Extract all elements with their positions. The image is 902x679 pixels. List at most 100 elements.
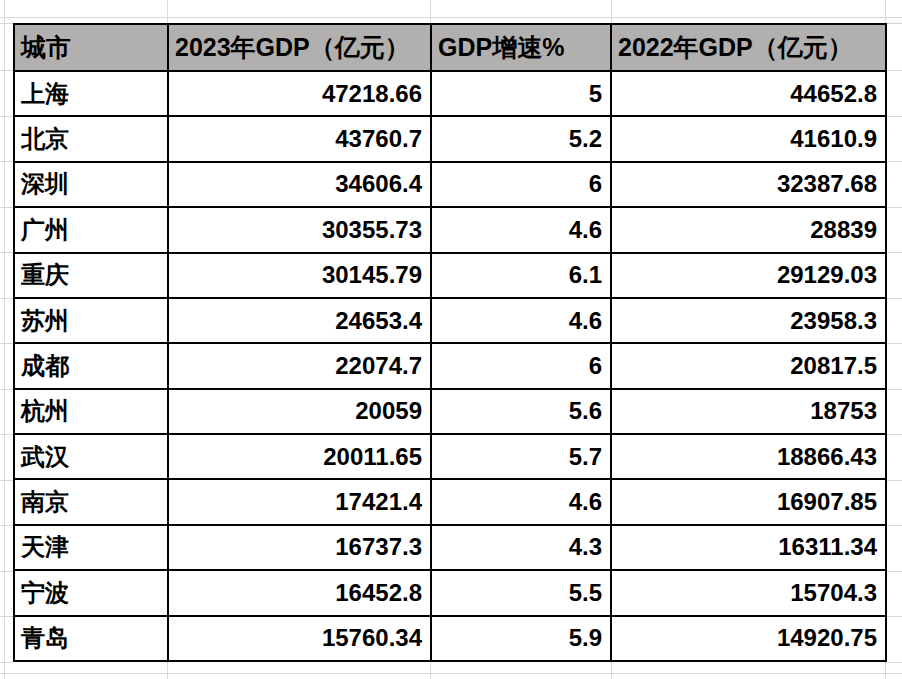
header-cell-city[interactable]: 城市: [14, 24, 168, 71]
spreadsheet-gridline: [0, 161, 13, 162]
header-cell-gdp2022[interactable]: 2022年GDP（亿元）: [611, 24, 886, 71]
cell-gdp2023[interactable]: 16452.8: [168, 570, 431, 615]
cell-gdp2022[interactable]: 14920.75: [611, 616, 886, 662]
spreadsheet-gridline: [0, 525, 13, 526]
cell-gdp2023[interactable]: 22074.7: [168, 343, 431, 388]
cell-gdp2023[interactable]: 43760.7: [168, 116, 431, 161]
cell-city[interactable]: 北京: [14, 116, 168, 161]
header-cell-gdp2023[interactable]: 2023年GDP（亿元）: [168, 24, 431, 71]
cell-growth[interactable]: 5: [431, 71, 611, 116]
gdp-table: 城市 2023年GDP（亿元） GDP增速% 2022年GDP（亿元） 上海47…: [13, 23, 887, 662]
spreadsheet-gridline: [885, 116, 902, 117]
cell-growth[interactable]: 5.9: [431, 616, 611, 662]
cell-gdp2022[interactable]: 44652.8: [611, 71, 886, 116]
cell-growth[interactable]: 5.2: [431, 116, 611, 161]
cell-gdp2022[interactable]: 18866.43: [611, 434, 886, 479]
header-cell-growth[interactable]: GDP增速%: [431, 24, 611, 71]
spreadsheet-gridline: [0, 389, 13, 390]
spreadsheet-gridline: [0, 343, 13, 344]
spreadsheet-gridline: [430, 662, 431, 679]
spreadsheet-gridline: [885, 207, 902, 208]
table-body: 上海47218.66544652.8北京43760.75.241610.9深圳3…: [14, 71, 886, 661]
spreadsheet-gridline: [885, 571, 902, 572]
table-row: 武汉20011.655.718866.43: [14, 434, 886, 479]
table-row: 杭州200595.618753: [14, 389, 886, 434]
cell-city[interactable]: 上海: [14, 71, 168, 116]
cell-gdp2023[interactable]: 15760.34: [168, 616, 431, 662]
spreadsheet-gridline: [167, 662, 168, 679]
cell-gdp2022[interactable]: 32387.68: [611, 162, 886, 207]
spreadsheet-gridline: [0, 116, 13, 117]
table-row: 深圳34606.4632387.68: [14, 162, 886, 207]
spreadsheet-gridline: [885, 161, 902, 162]
cell-growth[interactable]: 6: [431, 343, 611, 388]
spreadsheet-gridline: [0, 207, 13, 208]
cell-growth[interactable]: 4.6: [431, 298, 611, 343]
cell-city[interactable]: 重庆: [14, 253, 168, 298]
spreadsheet-gridline: [885, 70, 902, 71]
spreadsheet-area: 城市 2023年GDP（亿元） GDP增速% 2022年GDP（亿元） 上海47…: [0, 0, 902, 679]
cell-gdp2022[interactable]: 16907.85: [611, 479, 886, 524]
cell-city[interactable]: 南京: [14, 479, 168, 524]
spreadsheet-gridline: [0, 571, 13, 572]
spreadsheet-gridline: [0, 70, 13, 71]
cell-growth[interactable]: 5.5: [431, 570, 611, 615]
spreadsheet-gridline: [885, 389, 902, 390]
spreadsheet-gridline: [885, 616, 902, 617]
cell-gdp2023[interactable]: 24653.4: [168, 298, 431, 343]
spreadsheet-canvas: { "table": { "headers": ["城市", "2023年GDP…: [0, 0, 902, 679]
table-row: 上海47218.66544652.8: [14, 71, 886, 116]
cell-gdp2023[interactable]: 47218.66: [168, 71, 431, 116]
cell-gdp2022[interactable]: 16311.34: [611, 525, 886, 570]
cell-growth[interactable]: 5.7: [431, 434, 611, 479]
cell-gdp2022[interactable]: 15704.3: [611, 570, 886, 615]
cell-city[interactable]: 武汉: [14, 434, 168, 479]
table-row: 天津16737.34.316311.34: [14, 525, 886, 570]
spreadsheet-gridline: [167, 0, 168, 23]
cell-growth[interactable]: 4.6: [431, 207, 611, 252]
cell-gdp2023[interactable]: 30355.73: [168, 207, 431, 252]
spreadsheet-gridline: [0, 252, 13, 253]
cell-gdp2023[interactable]: 20011.65: [168, 434, 431, 479]
cell-gdp2023[interactable]: 16737.3: [168, 525, 431, 570]
cell-city[interactable]: 青岛: [14, 616, 168, 662]
spreadsheet-gridline: [885, 252, 902, 253]
table-row: 苏州24653.44.623958.3: [14, 298, 886, 343]
cell-growth[interactable]: 5.6: [431, 389, 611, 434]
spreadsheet-gridline: [0, 434, 13, 435]
cell-gdp2022[interactable]: 29129.03: [611, 253, 886, 298]
spreadsheet-gridline: [885, 23, 902, 24]
cell-city[interactable]: 深圳: [14, 162, 168, 207]
spreadsheet-gridline: [885, 480, 902, 481]
spreadsheet-gridline: [0, 23, 13, 24]
cell-gdp2023[interactable]: 30145.79: [168, 253, 431, 298]
cell-growth[interactable]: 4.6: [431, 479, 611, 524]
table-row: 南京17421.44.616907.85: [14, 479, 886, 524]
spreadsheet-gridline: [885, 343, 902, 344]
header-row: 城市 2023年GDP（亿元） GDP增速% 2022年GDP（亿元）: [14, 24, 886, 71]
spreadsheet-gridline: [885, 525, 902, 526]
table-row: 广州30355.734.628839: [14, 207, 886, 252]
cell-city[interactable]: 广州: [14, 207, 168, 252]
cell-city[interactable]: 宁波: [14, 570, 168, 615]
cell-gdp2022[interactable]: 23958.3: [611, 298, 886, 343]
cell-gdp2022[interactable]: 18753: [611, 389, 886, 434]
spreadsheet-gridline: [430, 0, 431, 23]
table-row: 重庆30145.796.129129.03: [14, 253, 886, 298]
cell-city[interactable]: 天津: [14, 525, 168, 570]
spreadsheet-gridline: [885, 0, 886, 23]
table-row: 宁波16452.85.515704.3: [14, 570, 886, 615]
cell-growth[interactable]: 6: [431, 162, 611, 207]
cell-city[interactable]: 成都: [14, 343, 168, 388]
cell-gdp2022[interactable]: 20817.5: [611, 343, 886, 388]
cell-growth[interactable]: 4.3: [431, 525, 611, 570]
cell-growth[interactable]: 6.1: [431, 253, 611, 298]
cell-city[interactable]: 杭州: [14, 389, 168, 434]
cell-gdp2022[interactable]: 41610.9: [611, 116, 886, 161]
cell-gdp2023[interactable]: 34606.4: [168, 162, 431, 207]
spreadsheet-gridline: [0, 17, 902, 18]
cell-city[interactable]: 苏州: [14, 298, 168, 343]
cell-gdp2022[interactable]: 28839: [611, 207, 886, 252]
cell-gdp2023[interactable]: 17421.4: [168, 479, 431, 524]
cell-gdp2023[interactable]: 20059: [168, 389, 431, 434]
